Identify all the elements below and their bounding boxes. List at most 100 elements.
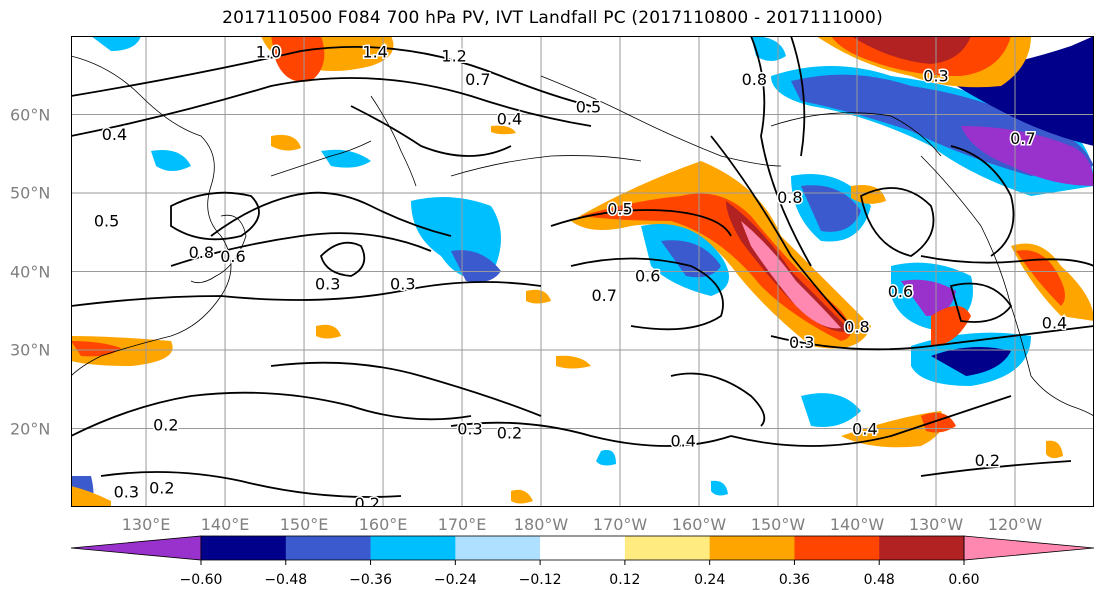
anomaly-negative	[801, 393, 861, 427]
contour-label: 0.7	[1010, 129, 1035, 148]
lat-label: 50°N	[10, 183, 51, 203]
anomaly-positive	[931, 306, 971, 346]
anomaly-positive	[271, 134, 301, 151]
contour-line	[790, 36, 806, 157]
colorbar-bins	[70, 535, 1095, 565]
colorbar-tick-label: 0.48	[863, 572, 895, 588]
anomaly-negative	[451, 250, 501, 283]
contour-label: 0.4	[102, 125, 127, 144]
anomaly-positive	[741, 221, 841, 329]
contour-label: 0.3	[789, 333, 814, 352]
anomaly-positive	[526, 289, 551, 304]
colorbar-extend-min	[70, 535, 202, 561]
colorbar-tick-label: 0.36	[778, 572, 811, 588]
contour-line	[570, 257, 724, 331]
contour-line	[450, 421, 732, 447]
contour-label: 0.8	[777, 188, 802, 207]
lon-label: 140°E	[200, 515, 250, 534]
contour-labels: 1.0 1.4 1.2 0.7 0.4 0.5 0.4 0.8 0.5 0.8 0.6 0.3 0.3 0…	[92, 41, 1068, 507]
contour-line	[71, 281, 542, 307]
colorbar-bin	[879, 536, 965, 560]
colorbar	[70, 535, 1095, 565]
contour-line	[750, 36, 812, 267]
contour-label: 0.8	[742, 70, 767, 89]
anomaly-positive	[491, 125, 516, 135]
contour-line	[350, 105, 512, 157]
anomaly-positive	[726, 201, 851, 332]
lon-label: 130°W	[908, 515, 964, 534]
contour-label: 0.5	[576, 98, 601, 117]
shaded-anomalies	[71, 36, 1094, 507]
anomaly-positive	[71, 486, 111, 507]
contour-label: 0.4	[670, 431, 695, 450]
contour-label: 0.4	[497, 109, 522, 128]
contour-label: 0.2	[975, 451, 1000, 470]
anomaly-positive	[71, 341, 121, 357]
anomaly-positive	[581, 193, 851, 341]
contour-line	[170, 232, 432, 267]
contour-label: 1.4	[362, 43, 387, 62]
contour-label: 0.2	[355, 494, 380, 507]
colorbar-frame	[200, 535, 965, 561]
lon-label: 120°W	[987, 515, 1043, 534]
coastlines	[71, 55, 1094, 417]
anomaly-negative	[941, 36, 1094, 146]
coastline-alaska-gulf	[770, 112, 942, 157]
coastline-namerica	[920, 155, 1094, 417]
contour-line	[71, 46, 592, 107]
anomaly-positive	[851, 36, 971, 64]
contour-line	[550, 209, 732, 237]
anomaly-negative	[751, 36, 786, 61]
contour-line	[950, 145, 1015, 257]
anomaly-negative	[661, 240, 721, 278]
colorbar-tick-label: 0.12	[609, 572, 641, 588]
lon-label: 160°E	[358, 515, 408, 534]
anomaly-positive	[1016, 250, 1065, 306]
colorbar-tick-label: −0.48	[264, 572, 308, 588]
lon-label: 170°W	[592, 515, 648, 534]
anomaly-negative	[321, 149, 371, 168]
map-plot[interactable]: 1.0 1.4 1.2 0.7 0.4 0.5 0.4 0.8 0.5 0.8 0.6 0.3 0.3 0…	[71, 36, 1094, 507]
contour-label: 0.6	[635, 266, 660, 285]
lat-label: 60°N	[10, 105, 51, 124]
colorbar-extend-max	[963, 535, 1095, 561]
map-panel[interactable]: 1.0 1.4 1.2 0.7 0.4 0.5 0.4 0.8 0.5 0.8 0.6 0.3 0.3 0…	[71, 36, 1094, 507]
contour-line	[170, 191, 260, 241]
contour-label: 0.3	[457, 420, 482, 439]
anomaly-negative	[901, 279, 956, 316]
colorbar-bin	[709, 536, 795, 560]
contour-line	[710, 135, 852, 327]
anomaly-negative	[91, 36, 141, 51]
colorbar-bin	[455, 536, 541, 560]
contour-label: 1.0	[256, 43, 281, 62]
gridlines	[71, 36, 1094, 507]
colorbar-tick-label: −0.36	[349, 572, 392, 588]
anomaly-positive	[511, 489, 533, 504]
contour-label: 0.4	[1042, 314, 1067, 333]
colorbar-tick-label: −0.60	[179, 572, 223, 588]
contour-line	[270, 361, 542, 417]
contour-label: 0.3	[923, 66, 948, 85]
lon-label: 130°E	[121, 515, 171, 534]
coastline-asia	[71, 55, 232, 377]
contour-label: 0.8	[844, 317, 869, 336]
lon-label: 150°W	[750, 515, 806, 534]
coastline-aleutians	[450, 155, 642, 177]
lon-label: 140°W	[829, 515, 885, 534]
colorbar-tick-label: −0.12	[518, 572, 562, 588]
anomaly-positive	[556, 355, 591, 369]
coastline-kamchatka	[370, 95, 417, 187]
contour-label: 0.3	[390, 274, 415, 293]
contour-label: 0.6	[888, 282, 913, 301]
contour-label: 0.3	[315, 274, 340, 293]
anomaly-negative	[711, 480, 728, 496]
contour-line	[949, 282, 1013, 323]
colorbar-bin	[201, 536, 287, 560]
colorbar-bin	[285, 536, 372, 560]
anomaly-positive	[316, 324, 341, 339]
coastline-alaska	[540, 75, 782, 167]
anomaly-positive	[1046, 440, 1063, 459]
contour-label: 0.8	[189, 243, 214, 262]
contour-line	[859, 187, 935, 257]
anomaly-positive	[271, 36, 325, 82]
